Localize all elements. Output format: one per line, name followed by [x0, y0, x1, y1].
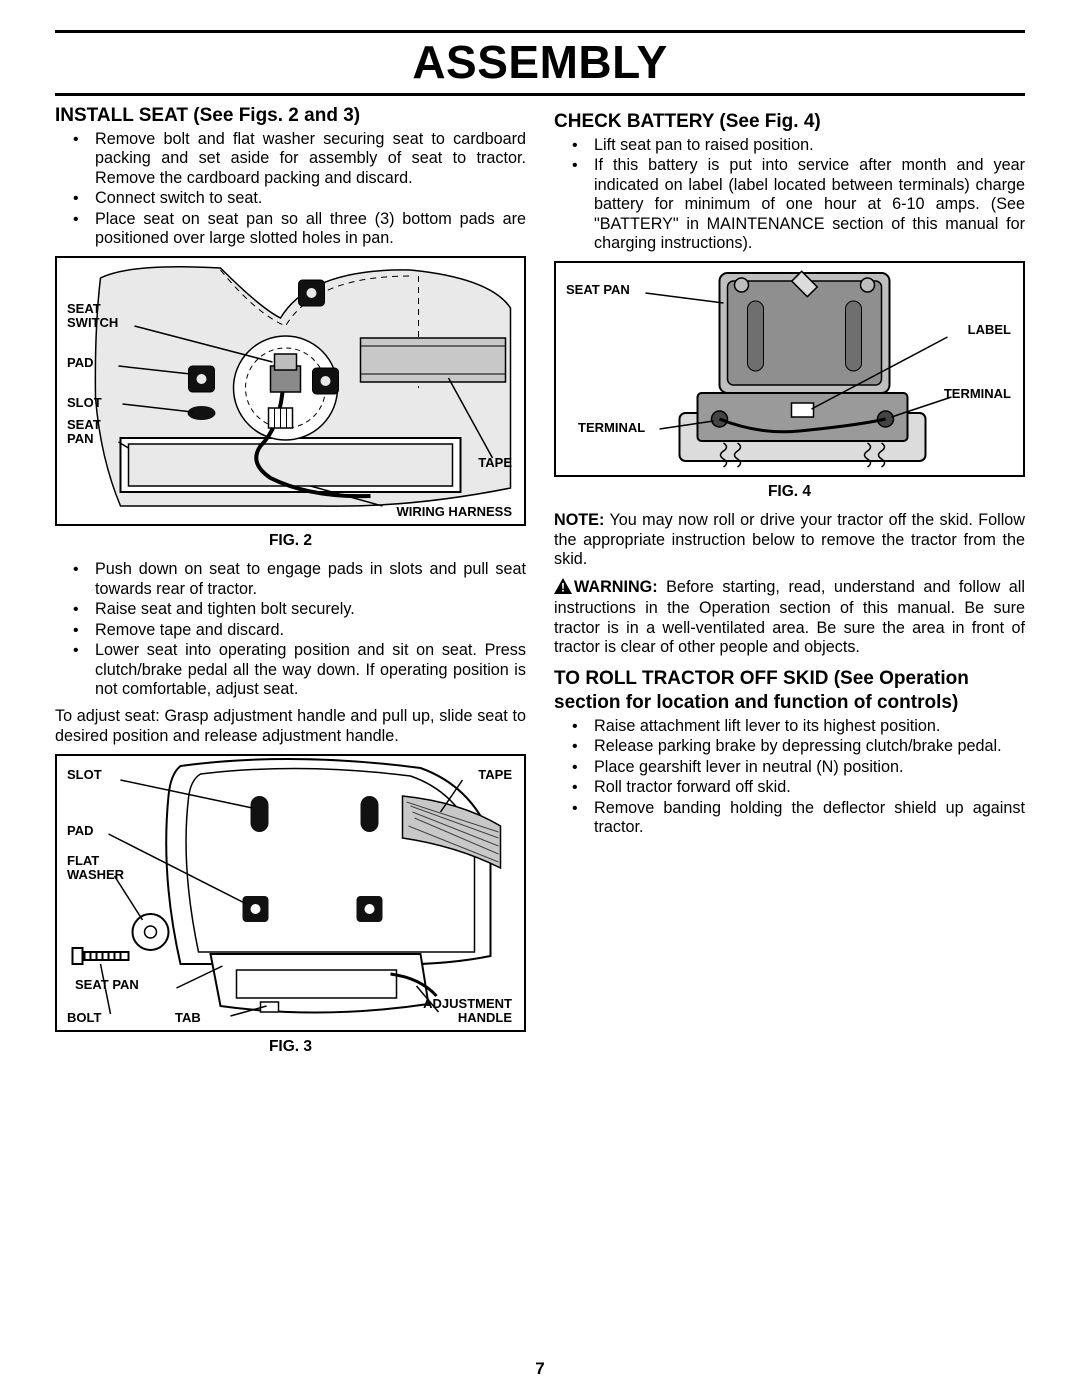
page-number: 7: [0, 1359, 1080, 1379]
fig3-label-adjustment-handle: ADJUSTMENT HANDLE: [423, 997, 512, 1024]
list-item: Raise attachment lift lever to its highe…: [594, 717, 1025, 736]
note-paragraph: NOTE: You may now roll or drive your tra…: [554, 511, 1025, 569]
fig4-label-seat-pan: SEAT PAN: [566, 283, 630, 297]
list-item: Remove bolt and flat washer securing sea…: [95, 130, 526, 188]
warning-paragraph: ! WARNING: Before starting, read, unders…: [554, 578, 1025, 658]
fig3-label-tape: TAPE: [478, 768, 512, 782]
fig2-label-seat-pan: SEAT PAN: [67, 418, 101, 445]
warning-icon: !: [554, 578, 572, 599]
list-item: Place seat on seat pan so all three (3) …: [95, 210, 526, 249]
svg-text:!: !: [561, 580, 565, 594]
install-seat-heading: INSTALL SEAT (See Figs. 2 and 3): [55, 104, 526, 128]
fig4-label-terminal-right: TERMINAL: [944, 387, 1011, 401]
list-item: Place gearshift lever in neutral (N) pos…: [594, 758, 1025, 777]
fig3-label-pad: PAD: [67, 824, 93, 838]
figure-4: SEAT PAN LABEL TERMINAL TERMINAL: [554, 261, 1025, 477]
right-column: CHECK BATTERY (See Fig. 4) Lift seat pan…: [554, 104, 1025, 1066]
adjust-seat-para: To adjust seat: Grasp adjustment handle …: [55, 707, 526, 746]
fig2-label-tape: TAPE: [478, 456, 512, 470]
page: ASSEMBLY INSTALL SEAT (See Figs. 2 and 3…: [0, 0, 1080, 1397]
fig3-label-tab: TAB: [175, 1011, 201, 1025]
left-column: INSTALL SEAT (See Figs. 2 and 3) Remove …: [55, 104, 526, 1066]
figure-2-drawing: [57, 258, 524, 524]
roll-off-heading: TO ROLL TRACTOR OFF SKID (See Operation …: [554, 667, 1025, 715]
warning-lead: WARNING:: [574, 578, 658, 596]
fig2-caption: FIG. 2: [55, 532, 526, 550]
fig4-label-terminal-left: TERMINAL: [578, 421, 645, 435]
fig3-label-flat-washer: FLAT WASHER: [67, 854, 124, 881]
fig3-caption: FIG. 3: [55, 1038, 526, 1056]
fig4-label-label: LABEL: [968, 323, 1011, 337]
fig2-label-wiring-harness: WIRING HARNESS: [396, 505, 512, 519]
fig3-label-seat-pan: SEAT PAN: [75, 978, 139, 992]
list-item: Lower seat into operating position and s…: [95, 641, 526, 699]
list-item: Push down on seat to engage pads in slot…: [95, 560, 526, 599]
list-item: Raise seat and tighten bolt securely.: [95, 600, 526, 619]
rule-top: [55, 30, 1025, 33]
page-title: ASSEMBLY: [55, 35, 1025, 89]
fig2-label-pad: PAD: [67, 356, 93, 370]
list-item: Release parking brake by depressing clut…: [594, 737, 1025, 756]
fig2-label-slot: SLOT: [67, 396, 102, 410]
list-item: Remove tape and discard.: [95, 621, 526, 640]
figure-3: SLOT TAPE PAD FLAT WASHER SEAT PAN BOLT …: [55, 754, 526, 1032]
note-text: You may now roll or drive your tractor o…: [554, 511, 1025, 568]
install-seat-bullets-a: Remove bolt and flat washer securing sea…: [55, 130, 526, 249]
note-lead: NOTE:: [554, 511, 604, 529]
list-item: If this battery is put into service afte…: [594, 156, 1025, 253]
fig2-label-seat-switch: SEAT SWITCH: [67, 302, 118, 329]
list-item: Remove banding holding the deflector shi…: [594, 799, 1025, 838]
list-item: Connect switch to seat.: [95, 189, 526, 208]
columns: INSTALL SEAT (See Figs. 2 and 3) Remove …: [55, 104, 1025, 1066]
fig3-label-bolt: BOLT: [67, 1011, 101, 1025]
fig3-label-slot: SLOT: [67, 768, 102, 782]
fig4-caption: FIG. 4: [554, 483, 1025, 501]
check-battery-heading: CHECK BATTERY (See Fig. 4): [554, 110, 1025, 134]
check-battery-bullets: Lift seat pan to raised position. If thi…: [554, 136, 1025, 254]
list-item: Roll tractor forward off skid.: [594, 778, 1025, 797]
install-seat-bullets-b: Push down on seat to engage pads in slot…: [55, 560, 526, 699]
rule-bottom: [55, 93, 1025, 96]
figure-2: SEAT SWITCH PAD SLOT SEAT PAN TAPE WIRIN…: [55, 256, 526, 526]
list-item: Lift seat pan to raised position.: [594, 136, 1025, 155]
roll-off-bullets: Raise attachment lift lever to its highe…: [554, 717, 1025, 838]
